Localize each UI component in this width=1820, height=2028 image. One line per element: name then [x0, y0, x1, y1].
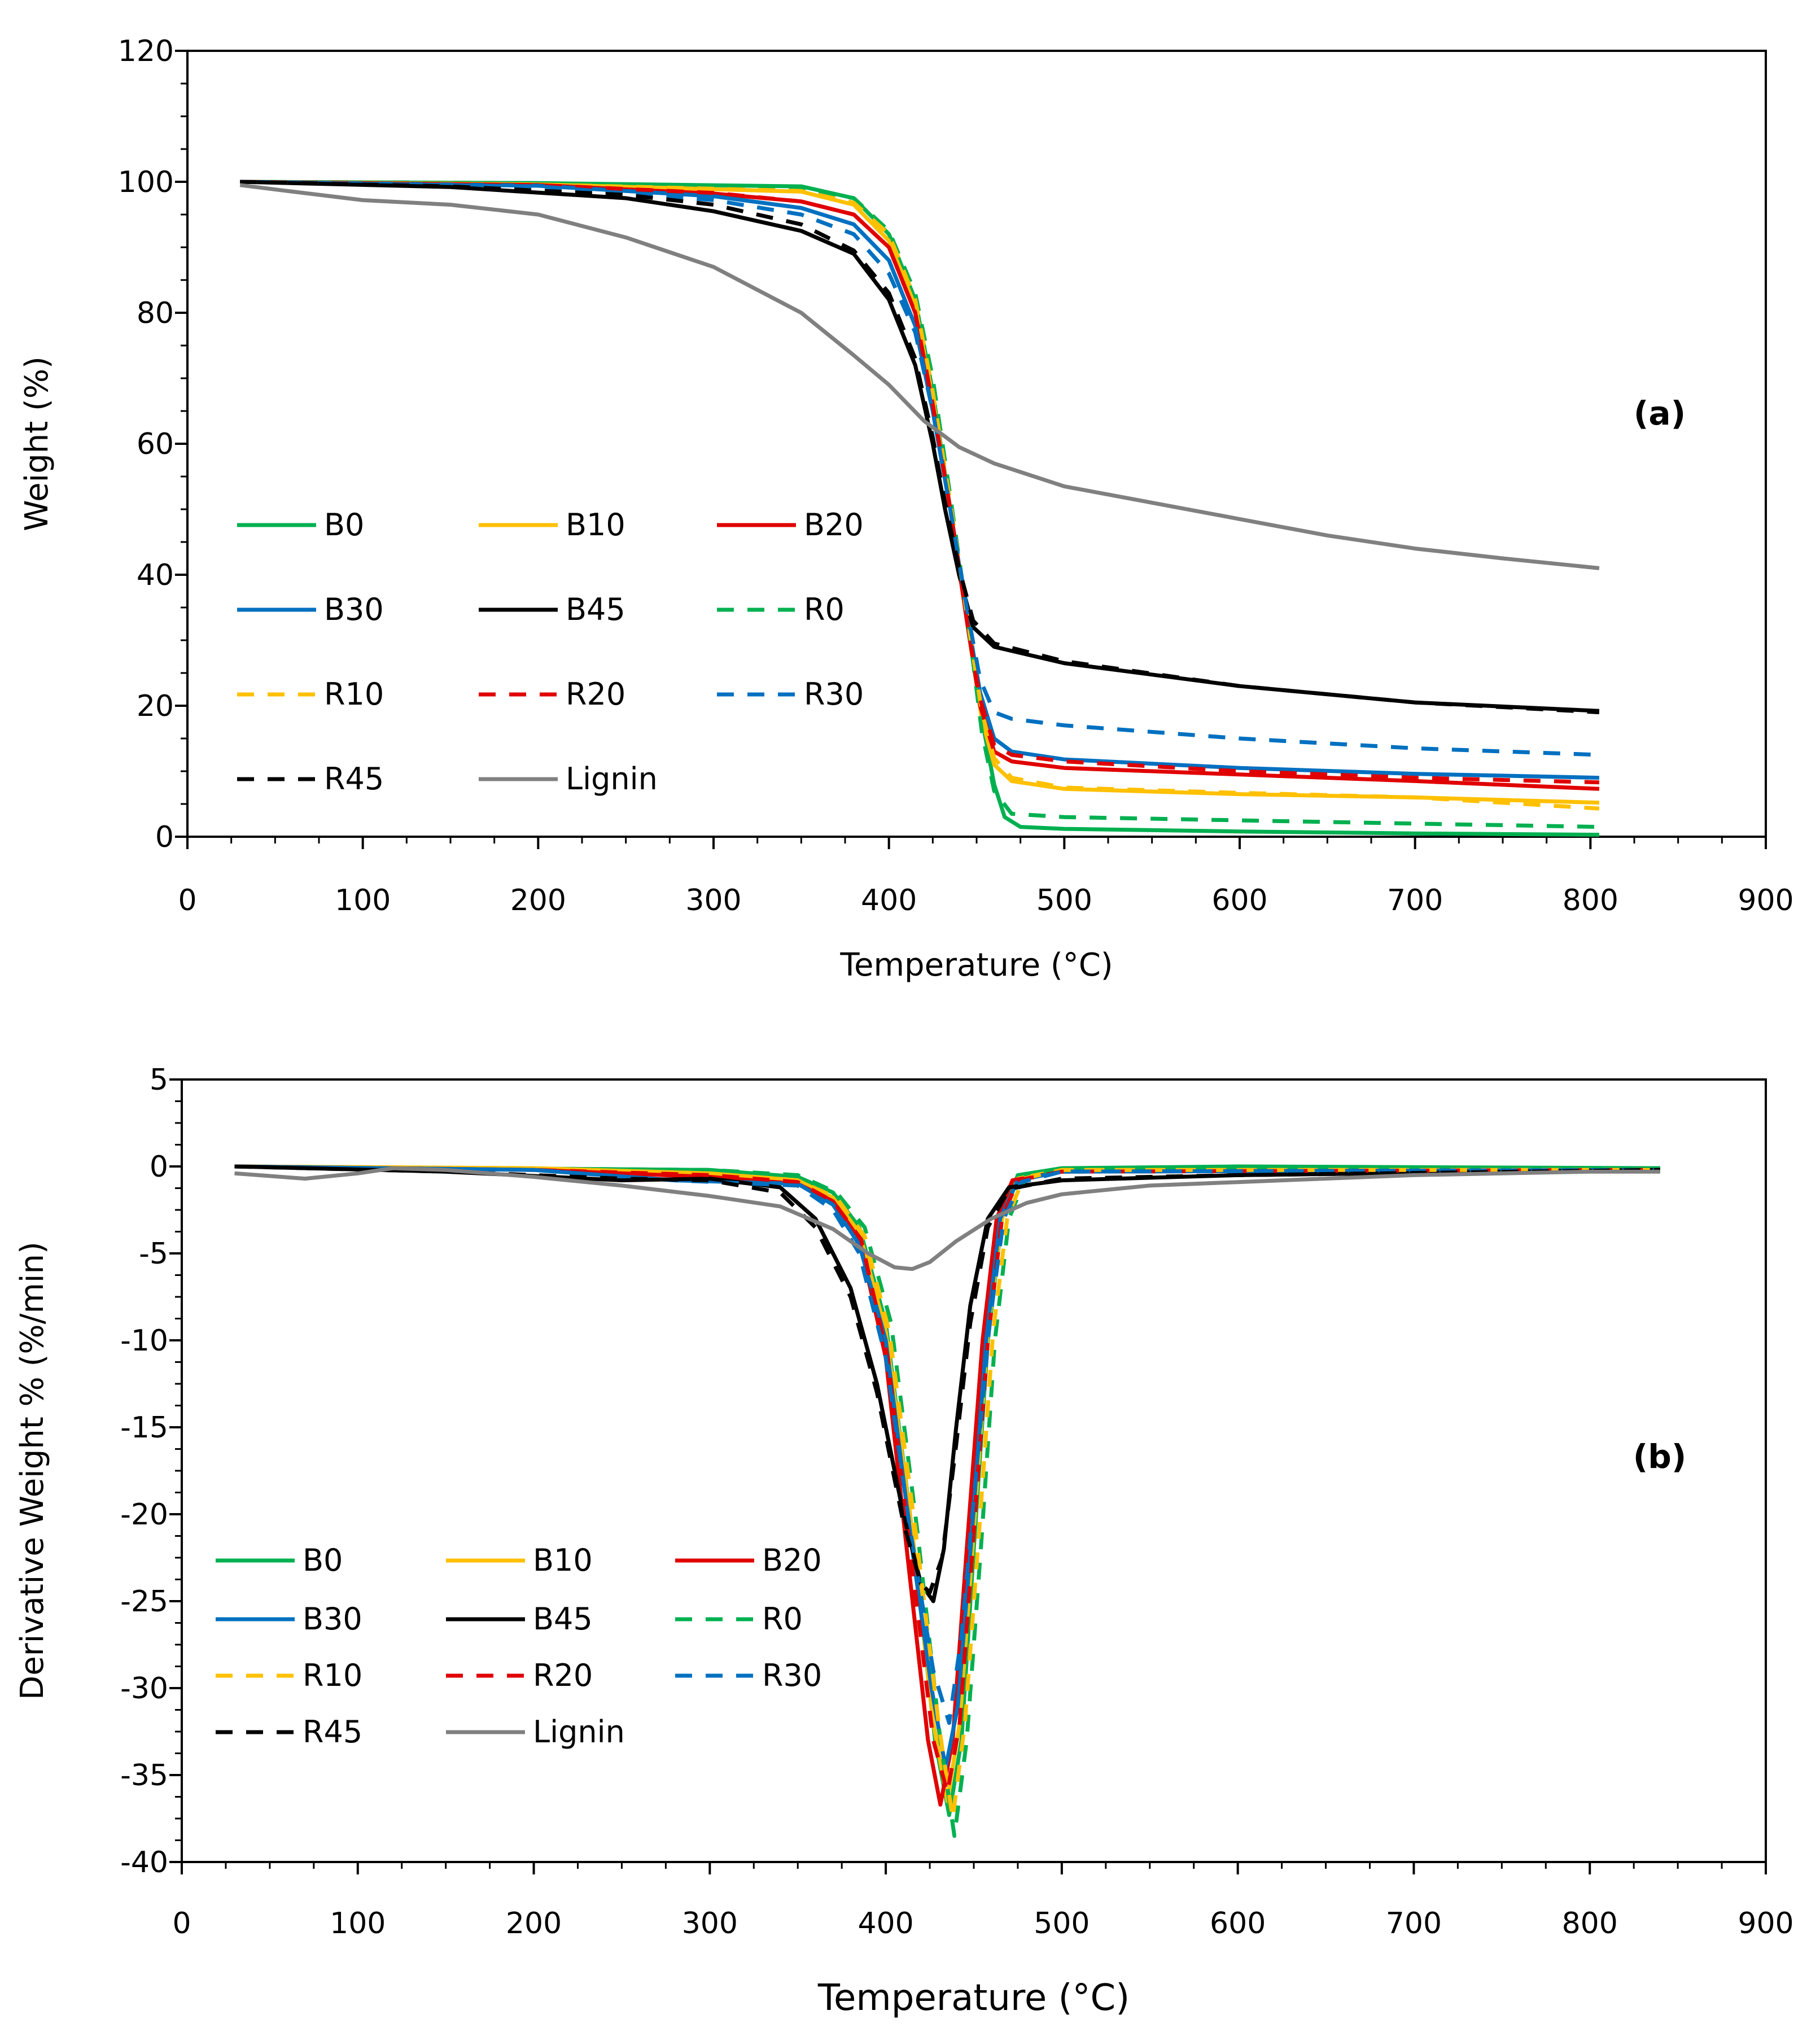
- legend-label-b30: B30: [324, 592, 384, 627]
- x-axis-title: Temperature (°C): [839, 947, 1113, 984]
- x-tick-label: 600: [1210, 1907, 1266, 1940]
- series-line-lignin: [234, 1166, 1660, 1271]
- series-line-b45: [234, 1164, 1660, 1603]
- x-axis-title: Temperature (°C): [817, 1977, 1130, 2019]
- y-tick-label: -20: [120, 1498, 168, 1532]
- series-line-r30: [234, 1164, 1660, 1725]
- y-axis-title: Derivative Weight % (%/min): [14, 1242, 51, 1700]
- y-tick-label: 0: [155, 820, 174, 854]
- y-tick-label: 100: [118, 165, 174, 199]
- x-tick-label: 900: [1738, 1907, 1793, 1940]
- legend-label-b45: B45: [566, 592, 625, 627]
- legend-label-lignin: Lignin: [533, 1714, 625, 1750]
- series-line-b20: [234, 1164, 1660, 1807]
- y-tick-label: 120: [118, 34, 174, 68]
- series-line-r0: [240, 180, 1599, 829]
- x-tick-label: 200: [506, 1907, 562, 1940]
- x-tick-label: 800: [1562, 1907, 1618, 1940]
- series-line-r45: [234, 1164, 1660, 1595]
- series-line-b0: [240, 180, 1599, 837]
- panel-label: (b): [1633, 1437, 1687, 1476]
- y-tick-label: -30: [120, 1672, 168, 1706]
- y-tick-label: 40: [137, 558, 174, 592]
- legend: B0 B10 B20 B30 B45 R0 R10 R20 R30 R45 Lignin: [237, 507, 864, 797]
- series-group: [239, 180, 1600, 837]
- y-tick-label: -40: [120, 1846, 168, 1880]
- x-tick-label: 300: [682, 1907, 738, 1940]
- legend-label-r20: R20: [566, 676, 625, 712]
- x-tick-label: 100: [335, 884, 391, 917]
- series-line-r30: [240, 180, 1600, 757]
- legend: B0 B10 B20 B30 B45 R0 R10 R20 R30 R45 Lignin: [216, 1542, 822, 1750]
- legend-label-r0: R0: [804, 592, 845, 627]
- legend-label-b20: B20: [804, 507, 864, 543]
- legend-label-r45: R45: [303, 1714, 362, 1750]
- legend-label-r30: R30: [762, 1658, 822, 1693]
- legend-label-b0: B0: [303, 1542, 343, 1578]
- y-tick-label: -15: [120, 1411, 168, 1445]
- plot-frame: [186, 50, 1767, 838]
- legend-label-r0: R0: [762, 1601, 803, 1637]
- legend-label-lignin: Lignin: [566, 761, 658, 797]
- y-tick-label: 80: [137, 296, 174, 330]
- series-line-b30: [234, 1164, 1660, 1771]
- legend-label-b0: B0: [324, 507, 364, 543]
- series-line-r0: [234, 1164, 1660, 1838]
- legend-label-r10: R10: [303, 1658, 362, 1693]
- series-line-r45: [240, 180, 1600, 715]
- y-tick-label: -35: [120, 1759, 168, 1793]
- series-line-lignin: [239, 183, 1600, 570]
- y-tick-label: -5: [139, 1237, 168, 1271]
- legend-label-b10: B10: [533, 1542, 593, 1578]
- legend-label-b45: B45: [533, 1601, 593, 1637]
- x-tick-label: 700: [1386, 1907, 1442, 1940]
- legend-label-b10: B10: [566, 507, 625, 543]
- series-group: [234, 1164, 1660, 1838]
- series-line-r20: [240, 180, 1599, 785]
- legend-label-r20: R20: [533, 1658, 593, 1693]
- legend-label-b20: B20: [762, 1542, 822, 1578]
- x-tick-label: 400: [858, 1907, 913, 1940]
- x-tick-label: 600: [1211, 884, 1267, 917]
- x-tick-label: 400: [861, 884, 917, 917]
- x-tick-label: 700: [1387, 884, 1443, 917]
- legend-label-r30: R30: [804, 676, 864, 712]
- series-line-b20: [240, 180, 1600, 791]
- y-tick-label: 5: [150, 1063, 168, 1097]
- x-tick-label: 300: [685, 884, 741, 917]
- panel-label: (a): [1634, 394, 1686, 432]
- series-line-r10: [240, 180, 1600, 811]
- series-line-b10: [240, 180, 1599, 805]
- x-tick-label: 0: [172, 1907, 191, 1940]
- y-tick-label: -25: [120, 1585, 168, 1619]
- y-tick-label: 0: [150, 1150, 168, 1184]
- x-tick-label: 100: [330, 1907, 386, 1940]
- x-tick-label: 200: [510, 884, 566, 917]
- chart-b: 0 100 200 300 400 500 600 700 800 900 5 0 -5 -10 -15 -2…: [14, 1063, 1794, 2019]
- legend-label-b30: B30: [303, 1601, 362, 1637]
- y-tick-label: 20: [137, 689, 174, 723]
- x-tick-label: 800: [1563, 884, 1618, 917]
- y-axis-title: Weight (%): [19, 356, 55, 531]
- x-tick-label: 900: [1738, 884, 1793, 917]
- x-tick-label: 500: [1034, 1907, 1090, 1940]
- legend-label-r10: R10: [324, 676, 384, 712]
- x-tick-label: 0: [178, 884, 196, 917]
- y-tick-label: -10: [120, 1324, 168, 1358]
- legend-label-r45: R45: [324, 761, 384, 797]
- y-tick-label: 60: [137, 427, 174, 461]
- series-line-b30: [240, 180, 1599, 780]
- series-line-r20: [234, 1164, 1660, 1795]
- x-tick-label: 500: [1036, 884, 1092, 917]
- series-line-b10: [234, 1164, 1660, 1803]
- series-line-b45: [240, 180, 1600, 713]
- chart-a: 0 100 200 300 400 500 600 700 800 900 0 20 40 60 80 100…: [19, 34, 1794, 984]
